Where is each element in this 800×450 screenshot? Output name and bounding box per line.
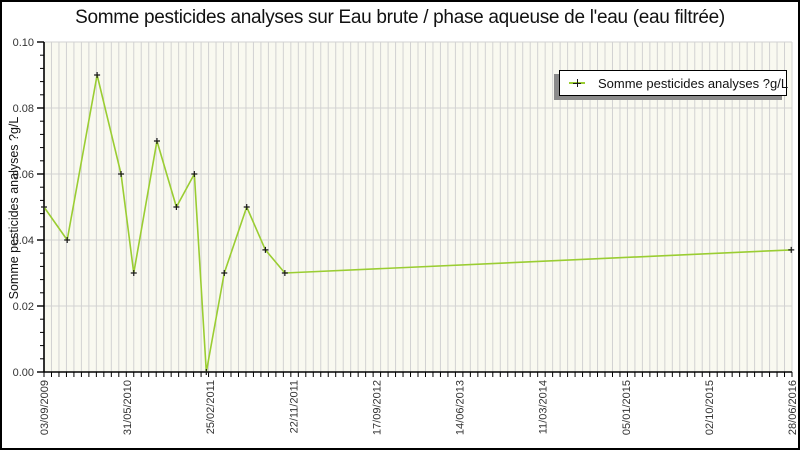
data-point-marker [262,246,269,253]
y-tick-label: 0.00 [13,367,34,379]
chart-title: Somme pesticides analyses sur Eau brute … [75,7,725,28]
data-point-marker [788,246,795,253]
data-point-marker [153,138,160,144]
x-tick-label: 14/06/2013 [455,380,467,435]
legend-label: Somme pesticides analyses ?g/L [598,75,789,91]
data-point-marker [173,204,180,210]
legend-line-marker-sample [569,78,585,88]
y-tick-label: 0.10 [13,37,34,49]
x-tick-label: 05/01/2015 [621,380,633,435]
x-tick-label: 28/06/2016 [787,380,799,435]
x-tick-label: 11/03/2014 [538,380,550,434]
data-point-marker [64,237,71,243]
x-tick-label: 25/02/2011 [205,380,217,434]
y-tick-label: 0.08 [13,103,34,115]
legend-box: Somme pesticides analyses ?g/L [559,70,789,96]
data-point-marker [281,270,288,276]
data-point-marker [221,270,228,276]
x-tick-label: 02/10/2015 [704,380,716,435]
y-tick-label: 0.06 [13,169,34,181]
data-point-marker [203,369,210,375]
data-point-marker [94,72,101,78]
x-tick-label: 22/11/2011 [288,380,300,433]
data-point-marker [243,204,250,210]
data-point-marker [118,171,125,177]
data-point-marker [130,270,137,276]
legend-plus-icon [576,79,578,87]
y-tick-label: 0.02 [13,301,34,313]
x-tick-label: 17/09/2012 [371,380,383,435]
x-tick-label: 03/09/2009 [39,380,51,435]
series-line [43,74,792,373]
y-tick-label: 0.04 [13,235,34,247]
data-point-marker [41,204,47,210]
x-tick-label: 31/05/2010 [122,380,134,435]
data-point-marker [191,171,198,177]
